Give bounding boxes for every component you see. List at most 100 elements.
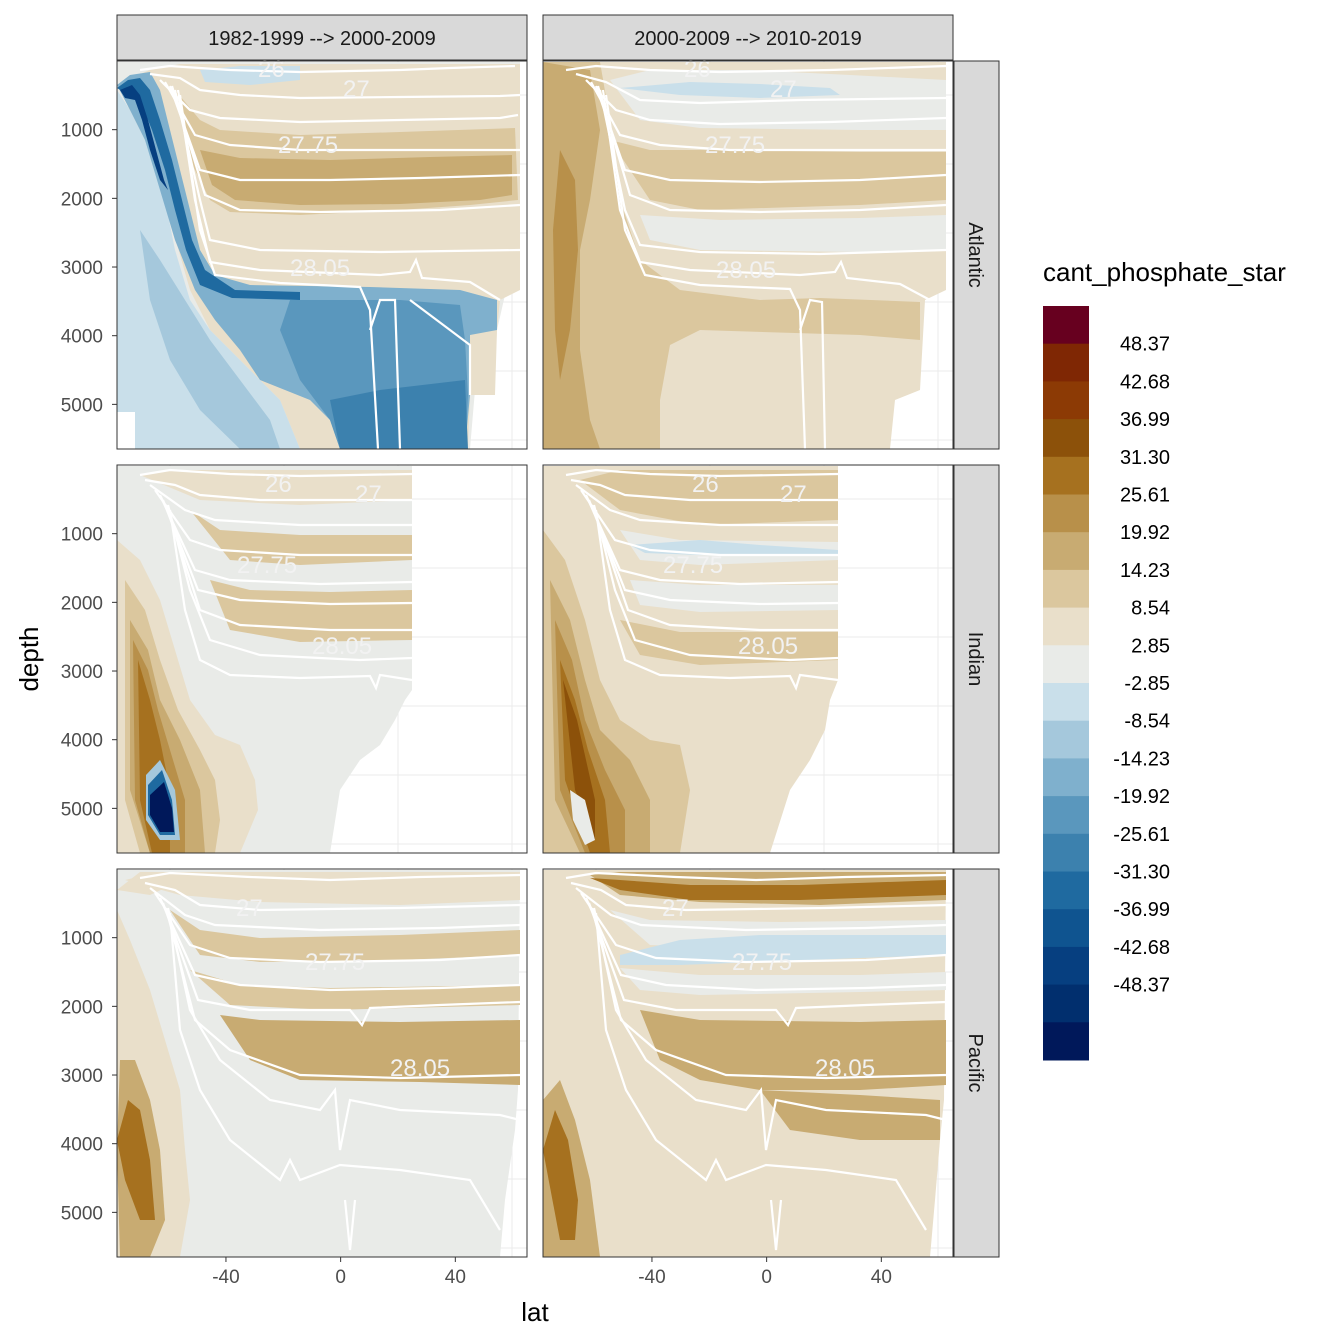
x-tick-label: 40 [871, 1267, 892, 1288]
isopycnal-label: 27 [355, 481, 382, 508]
panel-indian-period-1: 27.75 28.05 27 26 [116, 464, 528, 854]
legend-swatch [1043, 306, 1089, 345]
legend-swatch [1043, 871, 1089, 910]
y-tick-label: 2000 [61, 997, 103, 1018]
legend-label: 42.68 [1120, 371, 1170, 393]
legend-swatch [1043, 1022, 1089, 1061]
legend-swatch [1043, 833, 1089, 872]
isopycnal-label: 26 [258, 56, 285, 83]
legend-swatch [1043, 532, 1089, 571]
y-tick-label: 4000 [61, 731, 103, 752]
contour-fill [553, 150, 578, 380]
isopycnal-labels: 27.75 28.05 27 26 [237, 471, 382, 660]
y-tick-label: 5000 [61, 395, 103, 416]
x-tick-label: -40 [638, 1267, 665, 1288]
legend-labels: 48.37 42.68 36.99 31.30 25.61 19.92 14.23 8.54 2… [1113, 334, 1170, 997]
y-tick-label: 1000 [61, 121, 103, 142]
y-tick-label: 1000 [61, 929, 103, 950]
legend-swatch [1043, 946, 1089, 986]
panel-pacific-period-1: 27.75 28.05 27 [116, 868, 528, 1258]
panel-pacific-period-2: 27.75 28.05 27 [542, 868, 954, 1258]
legend-swatch [1043, 607, 1089, 646]
legend-label: -14.23 [1113, 748, 1170, 770]
column-strip-2: 2000-2009 --> 2010-2019 [542, 14, 954, 61]
panel-border [542, 60, 954, 450]
legend-swatch [1043, 569, 1089, 609]
contour-fill [620, 620, 838, 665]
isopycnal-label: 27 [236, 895, 263, 922]
isopycnal-label: 27 [662, 895, 689, 922]
legend-label: -48.37 [1113, 975, 1170, 997]
contour-fill [760, 1090, 940, 1140]
y-tick-label: 3000 [61, 258, 103, 279]
panel-indian-period-2: 27.75 28.05 27 26 [542, 464, 954, 854]
legend-label: -25.61 [1113, 824, 1170, 846]
legend-label: 19.92 [1120, 522, 1170, 544]
panel-border [542, 868, 954, 1258]
legend-swatch [1043, 343, 1089, 382]
x-axes: -40 0 40 -40 0 40 [212, 1257, 892, 1288]
legend-swatch [1043, 381, 1089, 420]
isopycnal-labels: 27.75 28.05 27 26 [663, 471, 807, 660]
contour-fill [570, 790, 595, 845]
contour-fill [620, 82, 840, 98]
legend-label: -2.85 [1124, 673, 1170, 695]
legend-swatch [1043, 683, 1089, 722]
isopycnal-labels: 27.75 28.05 27 [662, 895, 875, 1082]
x-tick-label: 0 [761, 1267, 772, 1288]
isopycnal-label: 27.75 [732, 949, 792, 976]
contour-fill [610, 140, 946, 210]
isopycnal-label: 27.75 [305, 949, 365, 976]
panel-border [542, 464, 954, 854]
contour-fill [543, 62, 920, 449]
row-strip-label: Indian [964, 632, 986, 687]
isopycnal-labels: 27.75 28.05 27 [236, 895, 450, 1082]
legend-label: 2.85 [1131, 635, 1170, 657]
isopycnal-label: 27.75 [705, 132, 765, 159]
y-axis-title: depth [14, 626, 44, 691]
isopycnal-label: 28.05 [290, 255, 350, 282]
column-strip-1: 1982-1999 --> 2000-2009 [116, 14, 528, 61]
legend-label: -8.54 [1124, 711, 1170, 733]
column-strip-label: 2000-2009 --> 2010-2019 [634, 28, 861, 50]
isopycnal-lines [565, 871, 947, 1251]
isopycnal-lines [565, 468, 839, 691]
x-tick-label: 0 [335, 1267, 346, 1288]
contour-fill [543, 1110, 578, 1240]
legend: cant_phosphate_star 48.37 42.68 36.99 31.30… [1043, 257, 1286, 1061]
isopycnal-lines [565, 64, 947, 449]
panel-border [116, 464, 528, 854]
y-tick-label: 1000 [61, 525, 103, 546]
contour-fill [220, 1015, 520, 1085]
legend-label: 8.54 [1131, 598, 1170, 620]
isopycnal-label: 26 [684, 56, 711, 83]
legend-label: -19.92 [1113, 786, 1170, 808]
isopycnal-lines [139, 64, 521, 449]
isopycnal-label: 27 [343, 76, 370, 103]
contour-fill [117, 90, 300, 449]
legend-label: 14.23 [1120, 560, 1170, 582]
contour-fill [200, 150, 512, 205]
legend-swatch [1043, 494, 1089, 533]
legend-swatch [1043, 645, 1089, 684]
row-strip-atlantic: Atlantic [953, 60, 1000, 450]
y-tick-label: 5000 [61, 1203, 103, 1224]
row-strip-indian: Indian [953, 464, 1000, 854]
legend-swatch [1043, 419, 1089, 458]
y-tick-label: 2000 [61, 593, 103, 614]
contour-fill [170, 910, 520, 962]
legend-label: 25.61 [1120, 485, 1170, 507]
panel-border [116, 868, 528, 1258]
contour-fill [117, 78, 300, 300]
contour-fill [620, 935, 946, 965]
legend-swatch [1043, 456, 1089, 495]
legend-label: -36.99 [1113, 899, 1170, 921]
contour-fill [590, 878, 946, 900]
isopycnal-label: 28.05 [716, 257, 776, 284]
isopycnal-label: 27.75 [237, 552, 297, 579]
contour-fill [640, 1010, 946, 1090]
column-strip-label: 1982-1999 --> 2000-2009 [208, 28, 435, 50]
isopycnal-label: 27.75 [278, 132, 338, 159]
x-tick-label: 40 [445, 1267, 466, 1288]
isopycnal-lines [139, 468, 413, 691]
